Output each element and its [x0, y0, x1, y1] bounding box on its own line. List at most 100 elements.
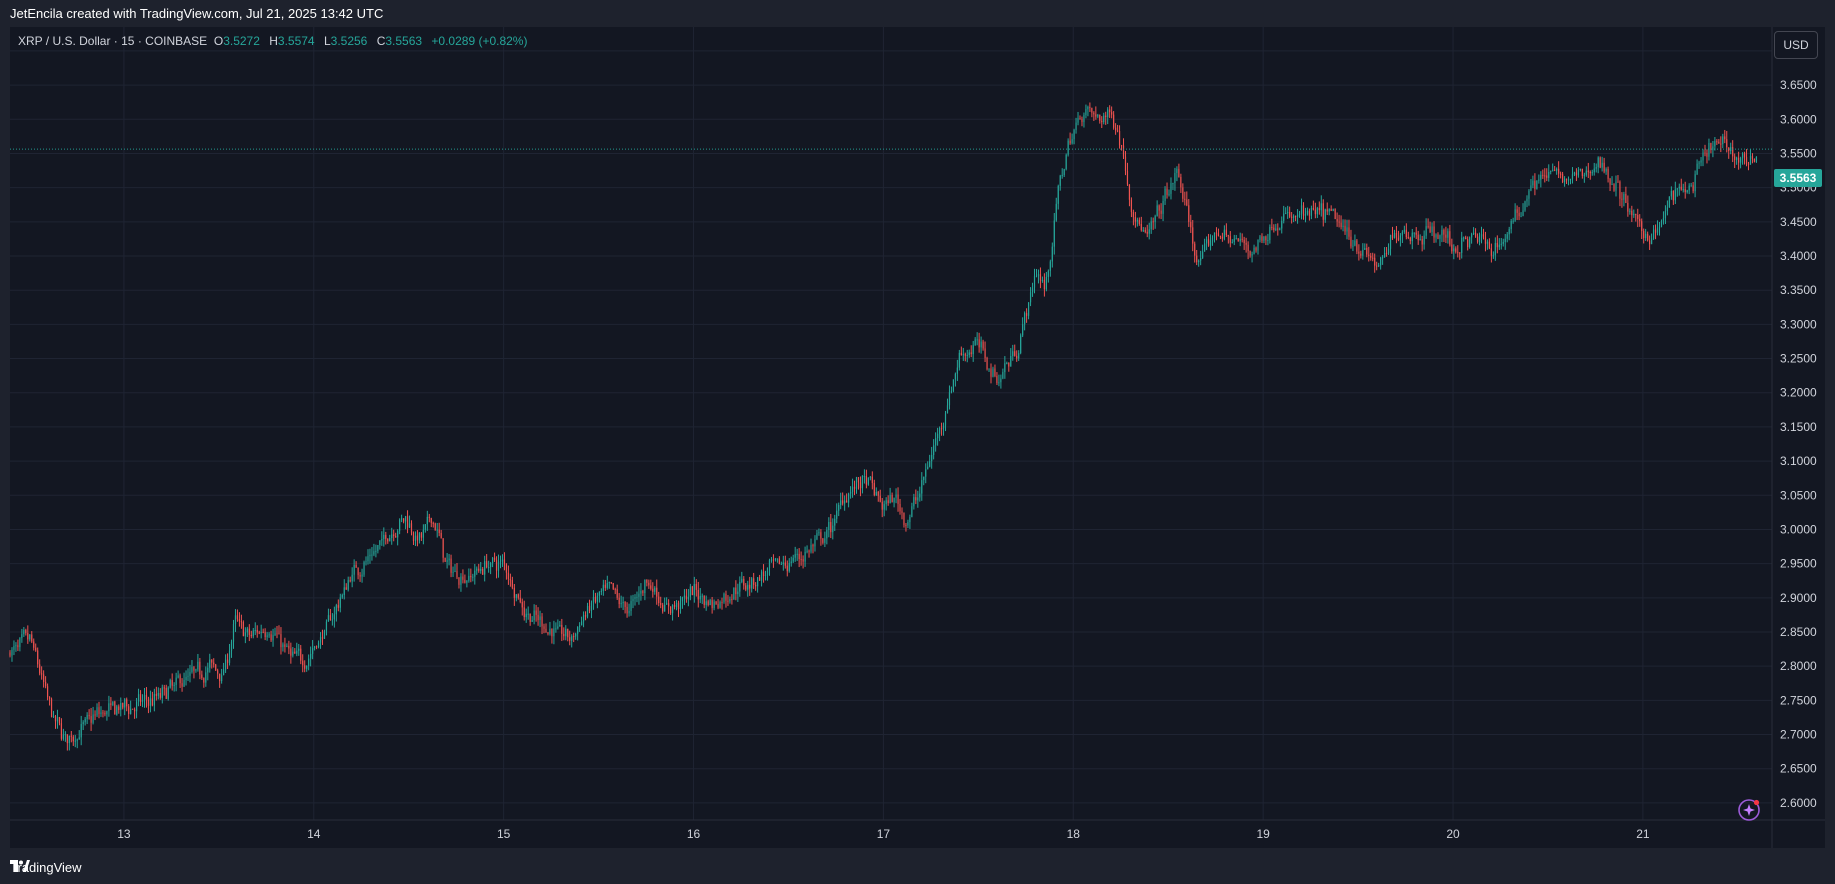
candle-body	[1490, 248, 1492, 256]
candle-body	[1443, 229, 1445, 235]
candle-body	[1413, 232, 1415, 234]
candle-body	[1702, 152, 1704, 161]
candle-body	[580, 621, 583, 626]
candle-body	[668, 603, 670, 607]
candle-body	[1455, 248, 1457, 252]
candle-body	[169, 680, 171, 688]
candle-body	[359, 575, 361, 577]
candle-body	[958, 352, 960, 368]
candle-body	[1451, 244, 1453, 252]
candle-body	[1563, 178, 1566, 183]
price-tick-label: 2.6000	[1780, 796, 1817, 810]
candle-body	[1352, 245, 1354, 247]
candle-body	[254, 629, 256, 631]
candle-body	[23, 630, 25, 635]
candle-body	[865, 476, 867, 485]
candle-body	[1504, 238, 1506, 242]
candle-body	[1447, 231, 1449, 238]
candle-body	[531, 620, 533, 622]
candle-body	[1316, 208, 1318, 215]
candle-body	[1704, 152, 1706, 154]
candle-body	[1676, 188, 1678, 190]
candle-body	[1055, 203, 1057, 221]
candle-body	[1728, 147, 1730, 152]
candle-body	[582, 615, 585, 622]
candle-body	[306, 665, 308, 669]
candle-body	[715, 601, 717, 604]
candle-body	[1348, 227, 1350, 237]
candle-body	[753, 578, 755, 585]
candle-body	[618, 597, 620, 605]
candle-body	[988, 368, 990, 370]
candle-body	[345, 587, 347, 590]
candle-body	[929, 461, 931, 467]
candle-body	[252, 630, 254, 637]
sparkle-icon[interactable]	[1736, 797, 1762, 823]
candle-body	[141, 699, 144, 702]
candle-body	[543, 626, 545, 629]
candle-body	[1217, 233, 1220, 236]
candle-body	[424, 524, 426, 530]
candle-body	[426, 516, 428, 525]
candle-body	[766, 567, 769, 575]
candle-body	[228, 650, 231, 663]
candle-body	[177, 675, 179, 678]
candle-body	[614, 588, 616, 590]
candle-body	[1180, 177, 1182, 188]
candle-body	[796, 553, 798, 555]
candle-body	[1500, 243, 1502, 245]
candle-body	[205, 672, 207, 683]
candle-body	[768, 560, 771, 568]
candle-body	[1122, 145, 1125, 157]
candle-body	[691, 586, 693, 596]
candle-body	[885, 500, 887, 505]
candle-body	[1269, 226, 1271, 241]
candle-body	[76, 739, 78, 741]
candle-body	[1037, 274, 1040, 276]
candle-body	[195, 669, 197, 671]
price-tick-label: 3.2500	[1780, 352, 1817, 366]
brand-logo[interactable]: TradingView	[10, 860, 82, 876]
candle-body	[1095, 114, 1097, 117]
symbol-legend[interactable]: XRP / U.S. Dollar · 15 · COINBASE O3.527…	[18, 34, 527, 48]
candle-body	[590, 602, 593, 611]
candle-body	[1261, 236, 1263, 241]
candle-body	[149, 698, 152, 706]
candle-body	[1172, 183, 1174, 185]
currency-button[interactable]: USD	[1774, 31, 1818, 59]
candle-body	[1569, 178, 1572, 180]
candle-body	[984, 348, 986, 359]
symbol-name[interactable]: XRP / U.S. Dollar · 15 · COINBASE	[18, 34, 208, 48]
candle-body	[1399, 235, 1402, 241]
candle-body	[1164, 188, 1166, 201]
candle-body	[1116, 130, 1119, 132]
candle-body	[1597, 157, 1599, 168]
candle-body	[355, 564, 357, 568]
candle-body	[151, 698, 154, 706]
candle-body	[869, 476, 871, 478]
candle-body	[638, 593, 640, 597]
candle-body	[213, 662, 215, 665]
candle-body	[640, 590, 642, 594]
candle-body	[1194, 243, 1196, 256]
candle-body	[1245, 243, 1247, 245]
candle-body	[70, 735, 72, 737]
candle-body	[1085, 109, 1087, 115]
time-tick-label: 18	[1067, 827, 1081, 841]
candle-body	[1031, 287, 1034, 293]
candle-body	[503, 559, 506, 565]
candle-body	[1059, 175, 1061, 186]
candle-body	[1589, 172, 1591, 174]
candle-body	[563, 633, 565, 637]
candle-body	[430, 517, 432, 523]
candle-body	[1467, 239, 1469, 248]
candle-body	[120, 703, 122, 711]
candle-body	[636, 596, 638, 598]
candle-body	[1662, 218, 1665, 222]
candle-body	[505, 564, 508, 573]
candle-body	[448, 558, 450, 561]
candle-body	[612, 583, 614, 589]
candle-body	[161, 687, 163, 698]
candle-body	[964, 354, 966, 356]
